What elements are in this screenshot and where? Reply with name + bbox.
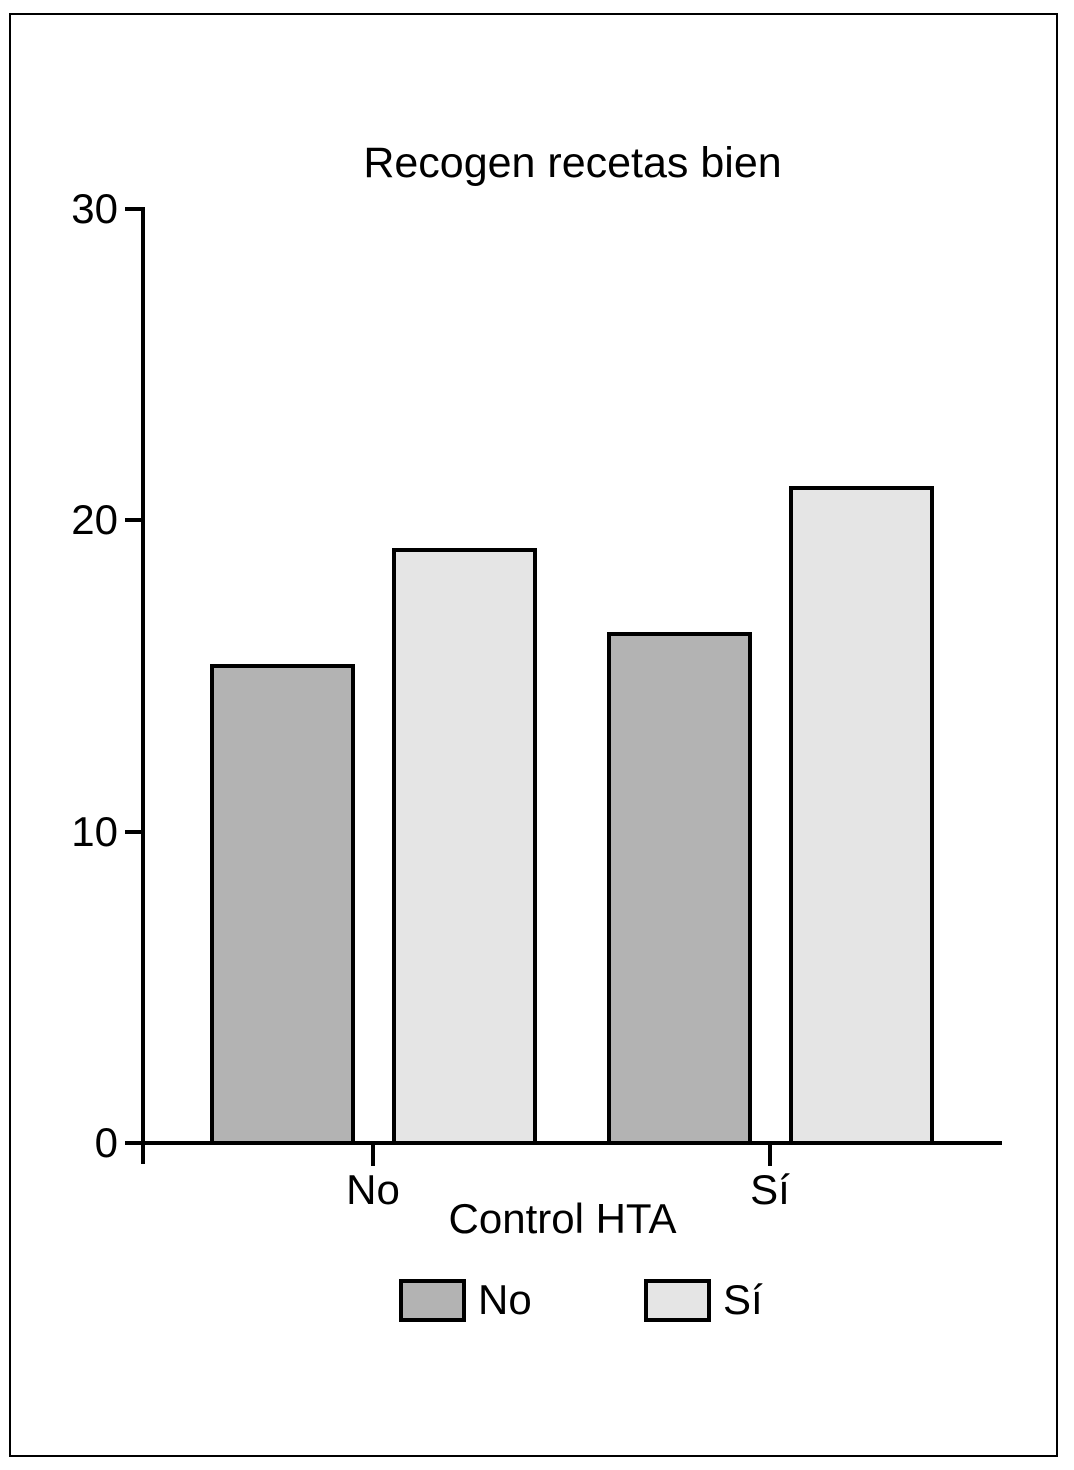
y-tick-label: 10 (71, 807, 118, 855)
x-tick-label: Sí (750, 1166, 790, 1213)
y-tick-label: 0 (94, 1119, 118, 1166)
y-tick (125, 518, 141, 523)
legend-swatch-si (644, 1278, 711, 1322)
legend-label-si: Sí (723, 1276, 763, 1323)
bar-sí-sí (789, 486, 934, 1145)
page-border (9, 13, 1058, 1457)
y-axis-line (141, 207, 145, 1164)
bar-no-sí (392, 548, 537, 1145)
y-tick (125, 1141, 141, 1145)
y-tick (125, 207, 141, 211)
x-tick (768, 1145, 772, 1166)
y-tick-label: 30 (71, 185, 118, 232)
x-axis-title: Control HTA (448, 1195, 677, 1242)
x-tick-label: No (346, 1166, 400, 1213)
x-axis-line (141, 1141, 1002, 1145)
chart-title: Recogen recetas bien (363, 139, 782, 187)
bar-sí-no (607, 632, 752, 1145)
legend: No Sí (0, 1274, 1074, 1334)
y-tick (125, 829, 141, 834)
legend-label-no: No (478, 1276, 532, 1323)
legend-item-si: Sí (644, 1278, 763, 1322)
legend-item-no: No (399, 1278, 532, 1322)
x-tick (371, 1145, 375, 1166)
legend-swatch-no (399, 1278, 466, 1322)
bar-no-no (210, 664, 355, 1145)
y-tick-label: 20 (71, 496, 118, 544)
